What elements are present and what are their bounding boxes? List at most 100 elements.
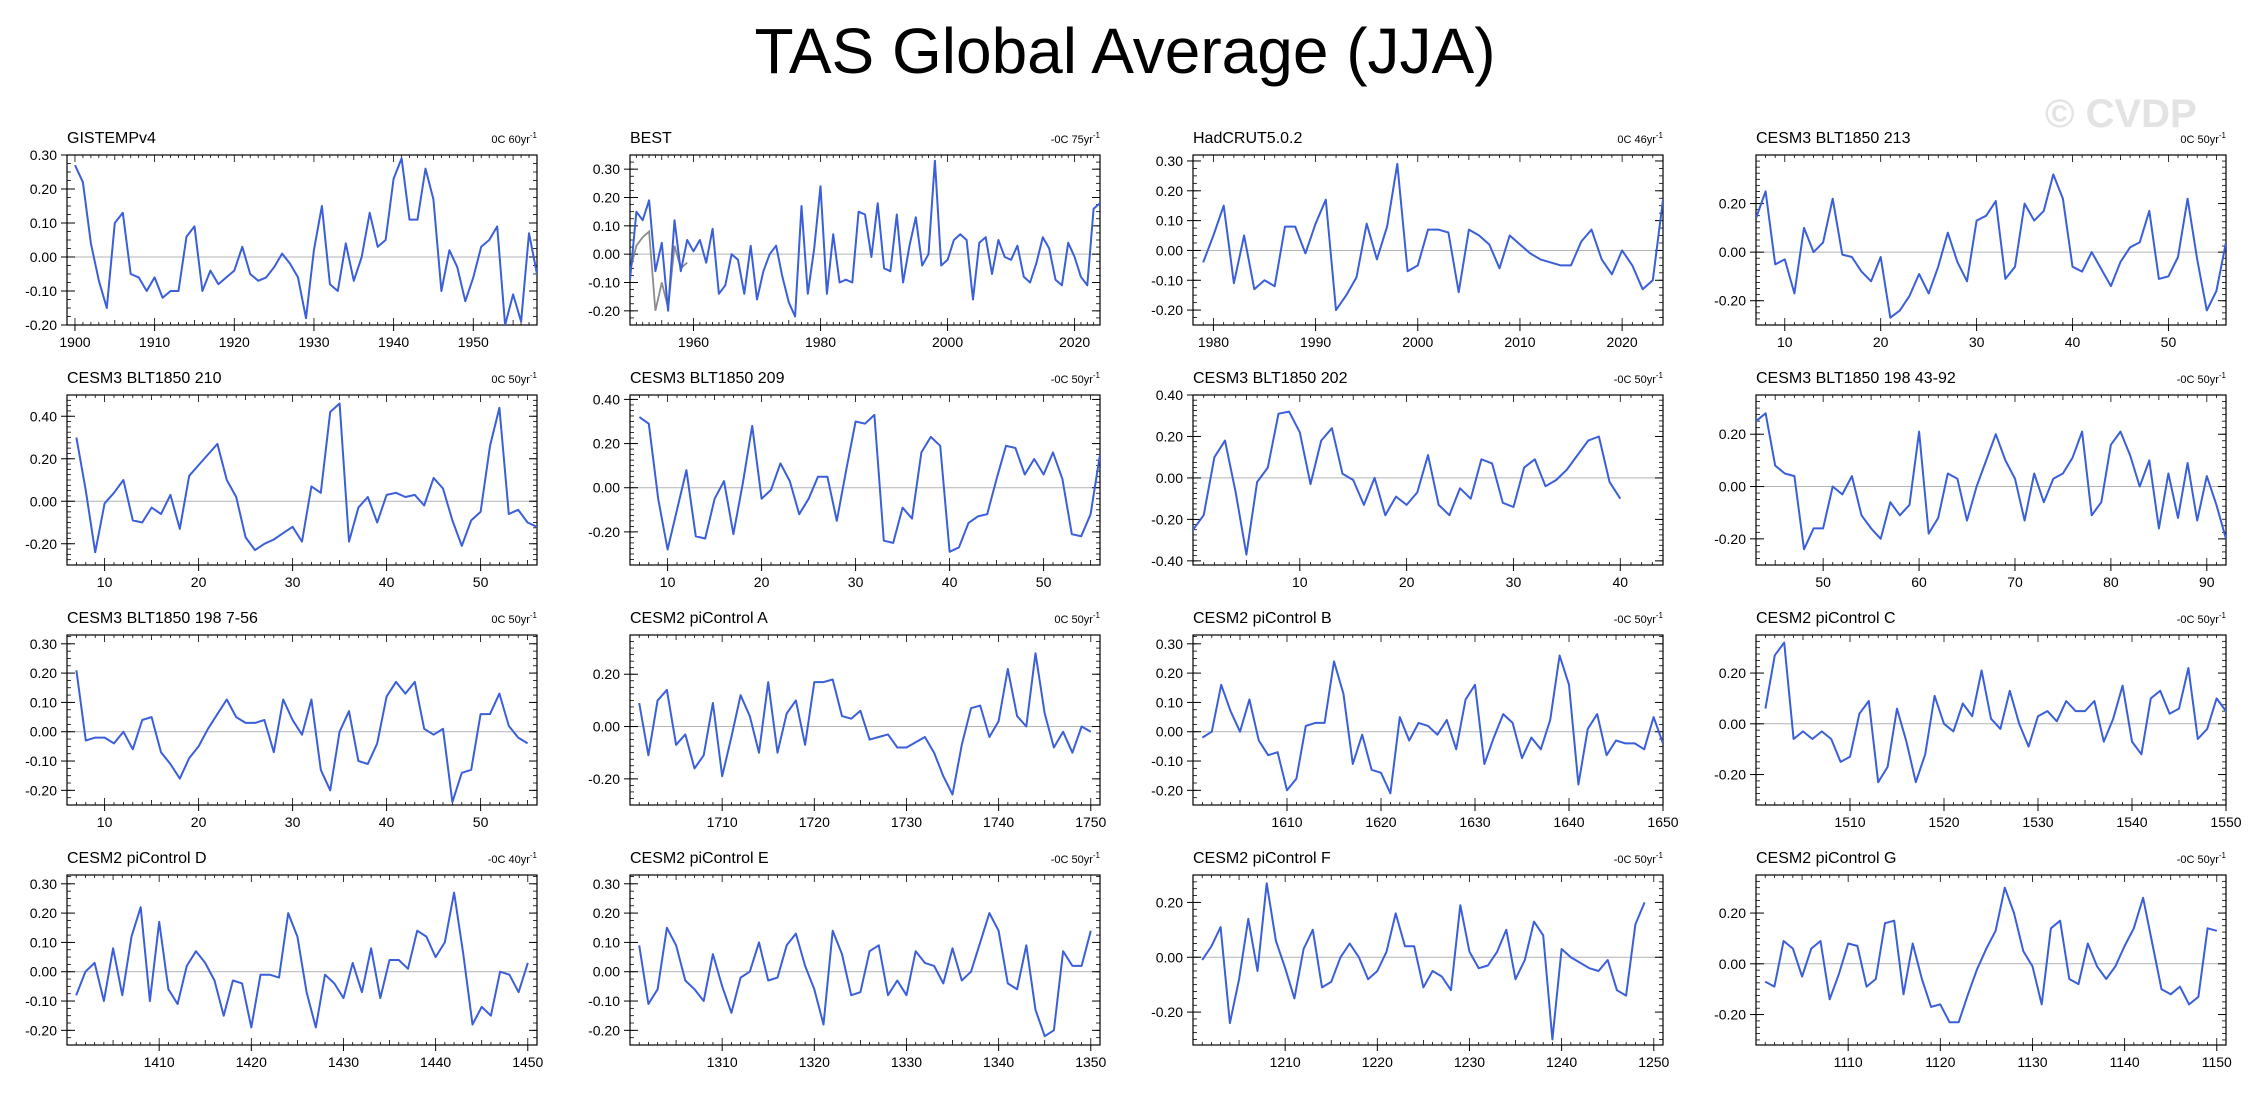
chart-panel: 10 20 30 40 50 -0.20 0.00 0.20 0.40 CESM3 BLT1850… [588,370,1101,590]
x-tick-label: 1950 [458,334,489,350]
x-tick-label: 1140 [2110,1054,2140,1070]
chart-panel: 1960 1980 2000 2020 -0.20 -0.10 0.00 0.10 0.20 0.… [588,130,1101,350]
chart-title: CESM2 piControl D [67,850,207,867]
chart-panel: 1900 1910 1920 1930 1940 1950 -0.20 -0.10 0.00 0.… [25,130,538,350]
x-tick-label: 1410 [144,1054,175,1070]
chart-title: BEST [630,130,672,147]
series-line [638,413,1100,553]
y-tick-label: -0.20 [1151,782,1183,798]
x-tick-label: 50 [1036,574,1052,590]
chart-title: CESM2 piControl B [1193,610,1332,627]
trend-label: -0C 75yr-1 [1051,131,1101,146]
x-tick-label: 30 [1506,574,1522,590]
chart-panel: 10 20 30 40 50 -0.20 0.00 0.20 CESM3 BLT1850 213… [1714,130,2227,350]
y-tick-label: 0.30 [1156,153,1183,169]
trend-label: 0C 60yr-1 [491,131,537,146]
series-line [1201,882,1646,1041]
x-tick-label: 1710 [707,814,738,830]
y-tick-label: 0.20 [1156,665,1183,681]
y-tick-label: 0.10 [1156,694,1183,710]
y-tick-label: 0.10 [30,934,57,950]
x-tick-label: 50 [473,814,489,830]
x-tick-label: 40 [942,574,958,590]
plot-frame [1755,154,2227,326]
y-tick-label: 0.20 [30,451,57,467]
x-tick-label: 1120 [1925,1054,1955,1070]
y-tick-label: 0.20 [30,181,57,197]
x-tick-label: 10 [1292,574,1308,590]
trend-label: -0C 50yr-1 [1614,851,1664,866]
y-tick-label: 0.40 [1156,387,1183,403]
trend-label: -0C 50yr-1 [2177,611,2227,626]
chart-panel: 1110 1120 1130 1140 1150 -0.20 0.00 0.20 CESM2 p… [1714,850,2232,1070]
plot-frame [1192,394,1664,566]
y-tick-label: 0.20 [593,436,620,452]
x-tick-label: 1520 [1928,814,1959,830]
x-tick-label: 1910 [139,334,170,350]
plot-frame [66,874,538,1046]
y-tick-label: -0.20 [1714,531,1746,547]
y-tick-label: -0.20 [1151,511,1183,527]
plot-frame [629,394,1101,566]
x-tick-label: 1350 [1075,1054,1106,1070]
plot-frame [1192,154,1664,326]
x-tick-label: 1430 [328,1054,359,1070]
trend-exponent: -1 [1093,371,1101,380]
trend-label: 0C 50yr-1 [2180,131,2226,146]
x-tick-label: 2000 [1402,334,1433,350]
x-tick-label: 1530 [2022,814,2053,830]
chart-panel: 1610 1620 1630 1640 1650 -0.20 -0.10 0.00 0.10 0.… [1151,610,1679,830]
trend-label: -0C 40yr-1 [488,851,538,866]
x-tick-label: 1650 [1647,814,1678,830]
x-tick-label: 1340 [983,1054,1014,1070]
x-tick-label: 10 [1777,334,1793,350]
y-tick-label: 0.30 [30,876,57,892]
x-tick-label: 1240 [1546,1054,1577,1070]
y-tick-label: 0.20 [593,190,620,206]
chart-title: HadCRUT5.0.2 [1193,130,1302,147]
series-line [1764,886,2218,1024]
plot-frame [1755,394,2227,566]
x-tick-label: 90 [2199,574,2215,590]
x-tick-label: 1920 [219,334,250,350]
series-line [1764,641,2226,784]
y-tick-label: 0.00 [593,480,620,496]
y-tick-label: -0.20 [1714,1007,1746,1023]
chart-title: CESM3 BLT1850 198 7-56 [67,610,258,627]
y-tick-label: 0.10 [593,934,620,950]
chart-panel: 1980 1990 2000 2010 2020 -0.20 -0.10 0.00 0.10 0.… [1151,130,1664,350]
y-tick-label: -0.20 [1714,293,1746,309]
trend-exponent: -1 [530,611,538,620]
x-tick-label: 1930 [298,334,329,350]
chart-panel: 50 60 70 80 90 -0.20 0.00 0.20 CESM3 BLT1850 198… [1714,370,2227,590]
y-tick-label: 0.00 [593,246,620,262]
y-tick-label: -0.10 [25,993,57,1009]
chart-title: GISTEMPv4 [67,130,156,147]
x-tick-label: 1750 [1075,814,1106,830]
x-tick-label: 1330 [891,1054,922,1070]
x-tick-label: 1130 [2017,1054,2047,1070]
x-tick-label: 50 [2161,334,2177,350]
trend-label: 0C 50yr-1 [491,611,537,626]
x-tick-label: 1730 [891,814,922,830]
trend-exponent: -1 [1093,131,1101,140]
y-tick-label: 0.10 [30,694,57,710]
x-tick-label: 60 [1911,574,1927,590]
x-tick-label: 1740 [983,814,1014,830]
chart-panel: 1710 1720 1730 1740 1750 -0.20 0.00 0.20 CESM2 p… [588,610,1106,830]
y-tick-label: -0.20 [25,1022,57,1038]
series-line [75,891,529,1029]
trend-exponent: -1 [1093,851,1101,860]
x-tick-label: 10 [97,574,113,590]
x-tick-label: 10 [660,574,676,590]
x-tick-label: 30 [285,814,301,830]
y-tick-label: -0.10 [1151,753,1183,769]
x-tick-label: 20 [754,574,770,590]
x-tick-label: 1220 [1362,1054,1393,1070]
trend-label: 0C 50yr-1 [491,371,537,386]
y-tick-label: 0.20 [1156,183,1183,199]
series-line [638,652,1092,796]
series-line [630,159,1100,318]
x-tick-label: 1210 [1270,1054,1301,1070]
